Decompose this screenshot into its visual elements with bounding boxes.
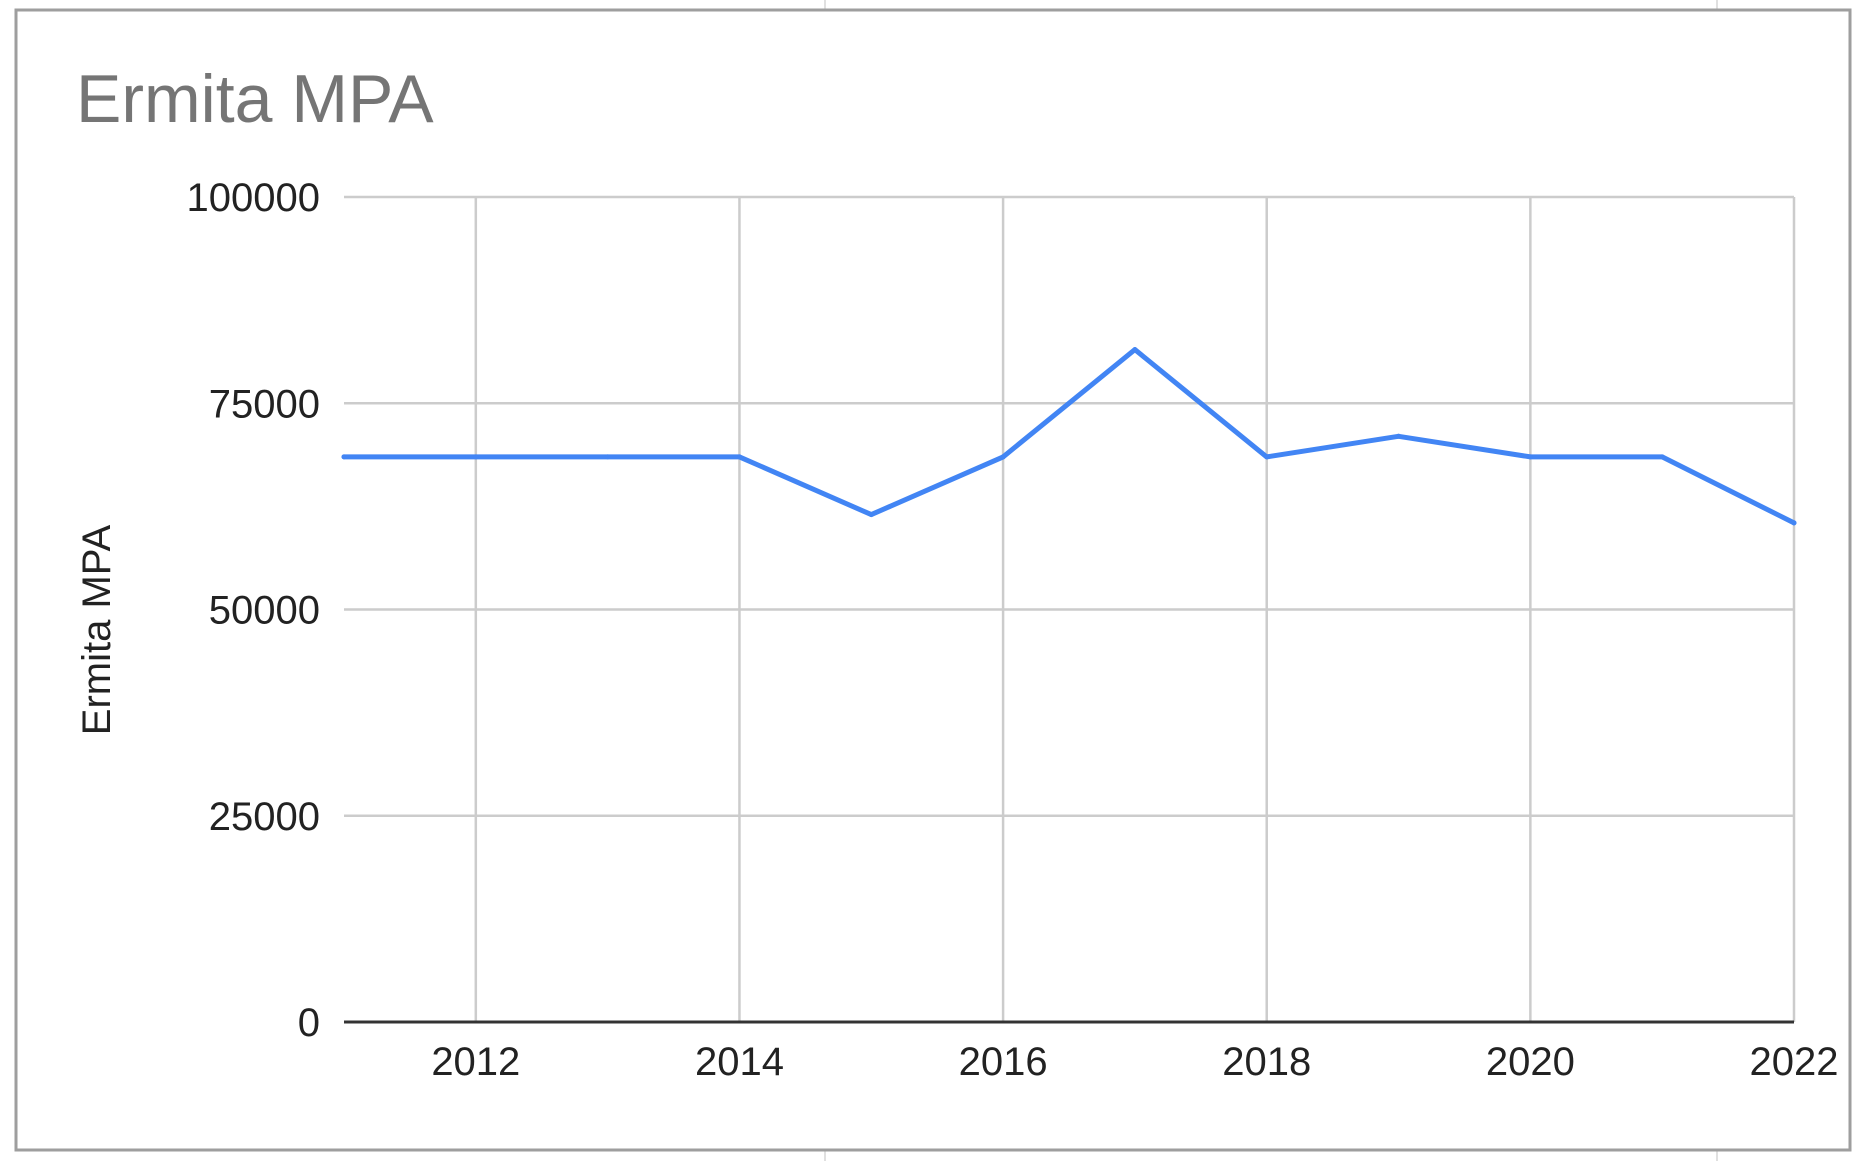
x-axis-ticks: 2012 2014 2016 2018 2020 2022 [431,1040,1838,1084]
data-point [1264,454,1270,460]
y-tick-label: 25000 [209,795,320,839]
y-axis-ticks: 0 25000 50000 75000 100000 [187,176,320,1045]
series-line [341,347,1797,526]
data-point [605,454,611,460]
y-tick-label: 75000 [209,382,320,426]
data-point [736,454,742,460]
data-point [1791,520,1797,526]
series-group [341,347,1797,526]
x-tick-label: 2012 [431,1040,520,1084]
data-point [1000,454,1006,460]
y-tick-label: 50000 [209,589,320,633]
x-tick-label: 2016 [959,1040,1048,1084]
chart-title: Ermita MPA [76,61,434,137]
x-tick-label: 2014 [695,1040,784,1084]
x-tick-label: 2018 [1222,1040,1311,1084]
x-tick-label: 2020 [1486,1040,1575,1084]
y-tick-label: 100000 [187,176,320,220]
data-point [1396,433,1402,439]
y-axis-label: Ermita MPA [75,524,119,735]
data-point [341,454,347,460]
data-point [1527,454,1533,460]
data-point [1659,454,1665,460]
data-point [473,454,479,460]
x-tick-label: 2022 [1750,1040,1839,1084]
y-tick-label: 0 [298,1001,320,1045]
chart-frame [14,8,1852,1152]
data-point [868,512,874,518]
data-point [1132,347,1138,353]
